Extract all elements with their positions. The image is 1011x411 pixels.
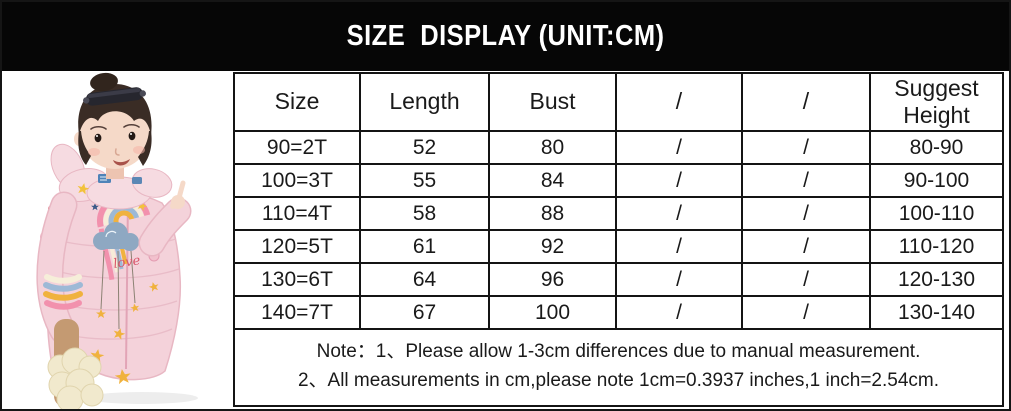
cell-bust: 92 [488, 229, 617, 264]
cell-slash: / [741, 295, 871, 330]
col-header-suggest-height: Suggest Height [869, 72, 1004, 132]
col-header-bust: Bust [488, 72, 617, 132]
cell-height: 110-120 [869, 229, 1004, 264]
cell-slash: / [615, 229, 743, 264]
hood-collar [50, 143, 173, 210]
cell-slash: / [615, 130, 743, 165]
plush-bag [47, 347, 104, 409]
cell-height: 120-130 [869, 262, 1004, 297]
cell-size: 140=7T [233, 295, 361, 330]
cell-length: 52 [359, 130, 490, 165]
cell-length: 67 [359, 295, 490, 330]
cell-slash: / [741, 163, 871, 198]
notes-cell: Note：1、Please allow 1-3cm differences du… [233, 328, 1004, 407]
coat-love-text: love [112, 253, 141, 272]
cell-size: 130=6T [233, 262, 361, 297]
cell-bust: 84 [488, 163, 617, 198]
girl-head [74, 72, 152, 179]
girl-face [88, 123, 145, 166]
col-header-slash-2: / [741, 72, 871, 132]
cell-length: 55 [359, 163, 490, 198]
table-row: 140=7T 67 100 / / 130-140 [233, 295, 1004, 330]
col-header-length: Length [359, 72, 490, 132]
cell-bust: 80 [488, 130, 617, 165]
size-table: Size Length Bust / / Suggest Height 90=2… [233, 72, 1004, 407]
cell-height: 90-100 [869, 163, 1004, 198]
cell-size: 90=2T [233, 130, 361, 165]
cell-slash: / [615, 262, 743, 297]
cell-size: 120=5T [233, 229, 361, 264]
floor-shadow [86, 392, 198, 404]
table-row: 90=2T 52 80 / / 80-90 [233, 130, 1004, 165]
cell-height: 130-140 [869, 295, 1004, 330]
cell-slash: / [741, 196, 871, 231]
girl-illustration: love [36, 72, 198, 409]
note-line-1: Note：1、Please allow 1-3cm differences du… [316, 341, 921, 362]
cell-size: 100=3T [233, 163, 361, 198]
cell-slash: / [741, 262, 871, 297]
sunglasses [83, 87, 146, 106]
cell-bust: 100 [488, 295, 617, 330]
table-row: 110=4T 58 88 / / 100-110 [233, 196, 1004, 231]
title-bar: SIZE DISPLAY (UNIT:CM) [2, 2, 1009, 71]
note-line-2: 2、All measurements in cm,please note 1cm… [297, 370, 940, 391]
table-row: 100=3T 55 84 / / 90-100 [233, 163, 1004, 198]
cell-slash: / [615, 196, 743, 231]
cell-length: 61 [359, 229, 490, 264]
model-photo: love [2, 71, 233, 409]
cell-height: 80-90 [869, 130, 1004, 165]
table-row: 130=6T 64 96 / / 120-130 [233, 262, 1004, 297]
pointing-hand [170, 180, 186, 209]
size-table-header-row: Size Length Bust / / Suggest Height [233, 72, 1004, 132]
cell-slash: / [741, 130, 871, 165]
pointing-arm [138, 180, 192, 257]
zipper [125, 196, 129, 370]
left-sleeve [36, 191, 83, 345]
cell-bust: 88 [488, 196, 617, 231]
cell-slash: / [615, 295, 743, 330]
cell-length: 58 [359, 196, 490, 231]
cell-slash: / [741, 229, 871, 264]
col-header-size: Size [233, 72, 361, 132]
cell-slash: / [615, 163, 743, 198]
cuff-stripes [43, 274, 83, 310]
cell-length: 64 [359, 262, 490, 297]
cell-size: 110=4T [233, 196, 361, 231]
notes-row: Note：1、Please allow 1-3cm differences du… [233, 328, 1004, 407]
table-row: 120=5T 61 92 / / 110-120 [233, 229, 1004, 264]
cell-bust: 96 [488, 262, 617, 297]
col-header-slash-1: / [615, 72, 743, 132]
cell-height: 100-110 [869, 196, 1004, 231]
page-title: SIZE DISPLAY (UNIT:CM) [346, 20, 665, 52]
